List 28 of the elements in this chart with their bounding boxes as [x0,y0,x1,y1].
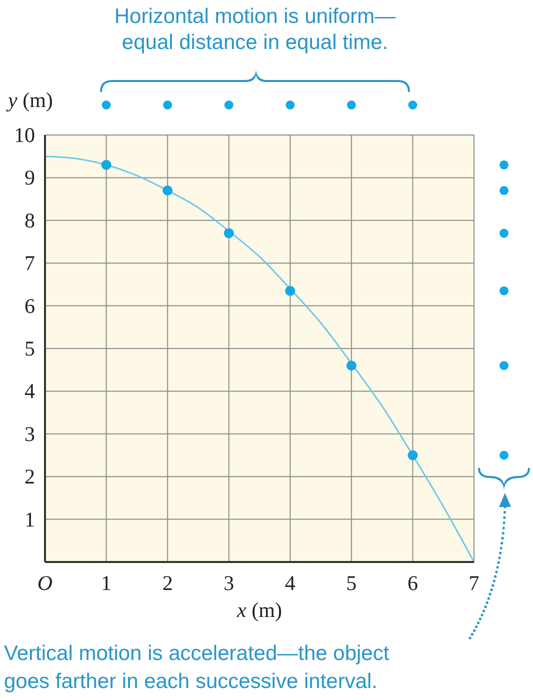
y-tick-label: 6 [24,294,35,318]
y-axis-title: y (m) [8,88,53,113]
x-tick-label: 7 [468,571,480,595]
y-tick-label: 1 [24,507,35,532]
x-tick-label: 6 [407,571,418,595]
text: Vertical motion is accelerated—the object goes farther in each successive interval. [4,641,390,695]
y-tick-label: 3 [24,422,35,446]
point [408,450,418,460]
y-tick-label: 5 [24,336,35,360]
x-tick-label: 4 [284,571,296,595]
x-tick-label: O [37,571,53,595]
y-tick-label: 2 [24,464,35,489]
x-tick-label: 2 [162,571,173,595]
point [224,228,234,238]
x-tick-label: 3 [224,571,234,595]
y-tick-label: 8 [24,208,35,232]
y-tick-label: 9 [24,166,35,190]
point [285,286,296,296]
text: Horizontal motion is uniform—equal distance in equal time. [113,4,397,56]
x-tick-label: 5 [346,571,357,595]
x-tick-label: 1 [101,571,112,595]
point [346,360,356,371]
y-tick-label: 10 [14,123,35,147]
x-axis-title: x (m) [236,598,283,623]
y-tick-label: 7 [24,251,35,276]
y-tick-label: 4 [24,379,36,404]
point [101,160,112,170]
point [162,186,173,196]
